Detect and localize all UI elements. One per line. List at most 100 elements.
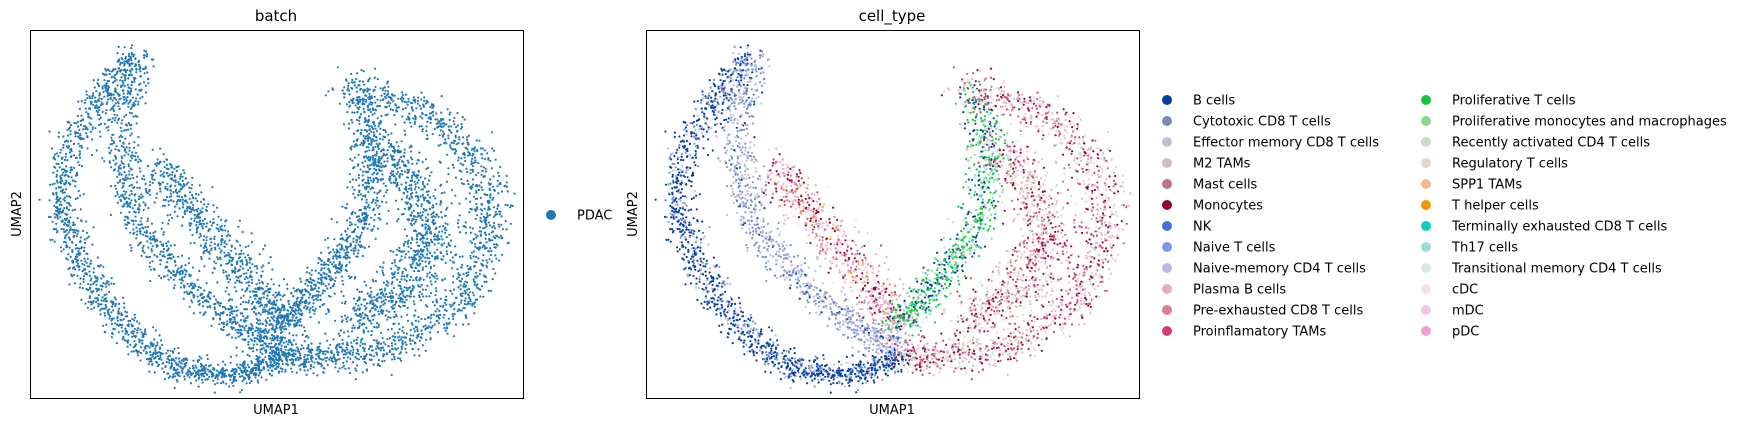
scatter-point <box>315 298 318 301</box>
scatter-point <box>256 267 259 270</box>
scatter-point <box>146 345 149 348</box>
scatter-point <box>131 317 134 321</box>
scatter-point <box>434 188 437 191</box>
scatter-point <box>234 247 237 250</box>
scatter-point <box>119 63 122 66</box>
scatter-point <box>365 222 368 225</box>
scatter-point <box>407 187 411 190</box>
scatter-point <box>100 97 103 101</box>
scatter-point <box>381 271 384 274</box>
scatter-point <box>479 216 482 220</box>
scatter-point <box>256 337 259 340</box>
scatter-point <box>154 329 157 332</box>
scatter-point <box>273 315 276 318</box>
scatter-point <box>244 290 247 293</box>
scatter-point <box>428 260 431 263</box>
scatter-point <box>226 323 229 326</box>
scatter-point <box>415 162 418 165</box>
scatter-point <box>400 275 404 278</box>
scatter-point <box>363 304 366 307</box>
scatter-point <box>438 238 441 241</box>
scatter-point <box>445 180 449 183</box>
scatter-point <box>76 120 79 124</box>
scatter-point <box>369 108 372 111</box>
scatter-point <box>352 297 356 300</box>
scatter-point <box>362 194 365 197</box>
scatter-point <box>352 252 355 255</box>
scatter-point <box>107 280 110 283</box>
scatter-point <box>406 159 409 162</box>
scatter-point <box>127 105 130 108</box>
scatter-point <box>136 354 139 357</box>
scatter-point <box>98 114 101 117</box>
scatter-point <box>220 376 223 379</box>
scatter-point <box>53 182 56 185</box>
scatter-point <box>138 59 141 62</box>
scatter-point <box>434 238 437 241</box>
scatter-point <box>143 67 146 71</box>
scatter-point <box>238 373 241 376</box>
scatter-point <box>96 299 99 302</box>
scatter-point <box>491 185 495 188</box>
scatter-point <box>329 261 332 264</box>
scatter-point <box>310 269 313 272</box>
scatter-point <box>420 203 423 206</box>
scatter-point <box>362 216 365 219</box>
scatter-point <box>52 171 55 174</box>
scatter-point <box>122 335 125 338</box>
scatter-point <box>110 282 113 285</box>
scatter-point <box>382 149 385 152</box>
scatter-point <box>150 222 154 225</box>
scatter-point <box>399 300 402 303</box>
scatter-point <box>220 228 223 231</box>
scatter-point <box>235 314 238 317</box>
scatter-point <box>61 179 64 183</box>
scatter-point <box>251 331 254 334</box>
scatter-point <box>197 369 201 372</box>
scatter-point <box>112 109 116 112</box>
scatter-point <box>494 272 497 275</box>
scatter-point <box>85 132 88 135</box>
scatter-point <box>339 248 342 251</box>
scatter-point <box>74 197 77 201</box>
scatter-point <box>346 320 349 323</box>
scatter-point <box>188 285 191 288</box>
scatter-point <box>212 218 215 221</box>
scatter-point <box>413 215 416 218</box>
scatter-point <box>340 245 343 249</box>
scatter-point <box>427 262 431 265</box>
scatter-point <box>198 236 201 239</box>
scatter-point <box>421 181 425 184</box>
scatter-point <box>133 204 136 207</box>
scatter-point <box>209 220 212 223</box>
scatter-point <box>135 226 138 229</box>
scatter-point <box>216 206 219 209</box>
scatter-point <box>317 286 320 290</box>
scatter-point <box>167 278 170 281</box>
scatter-point <box>430 213 433 216</box>
scatter-point <box>341 366 344 369</box>
scatter-point <box>199 244 202 247</box>
scatter-point <box>69 139 72 143</box>
scatter-point <box>230 325 233 329</box>
scatter-point <box>122 146 125 149</box>
scatter-point <box>406 313 409 316</box>
scatter-point <box>126 69 129 72</box>
scatter-point <box>356 226 360 229</box>
scatter-point <box>405 234 409 237</box>
scatter-point <box>201 227 204 230</box>
scatter-point <box>380 166 383 169</box>
scatter-point <box>358 122 361 125</box>
scatter-point <box>111 142 114 145</box>
scatter-point <box>115 187 118 190</box>
scatter-point <box>185 361 188 365</box>
scatter-point <box>136 351 139 354</box>
scatter-point <box>279 331 282 335</box>
scatter-point <box>151 181 154 184</box>
scatter-point <box>432 219 435 222</box>
scatter-point <box>88 96 92 100</box>
scatter-point <box>299 277 302 280</box>
scatter-point <box>237 331 240 334</box>
scatter-point <box>427 228 430 231</box>
scatter-point <box>181 198 184 201</box>
